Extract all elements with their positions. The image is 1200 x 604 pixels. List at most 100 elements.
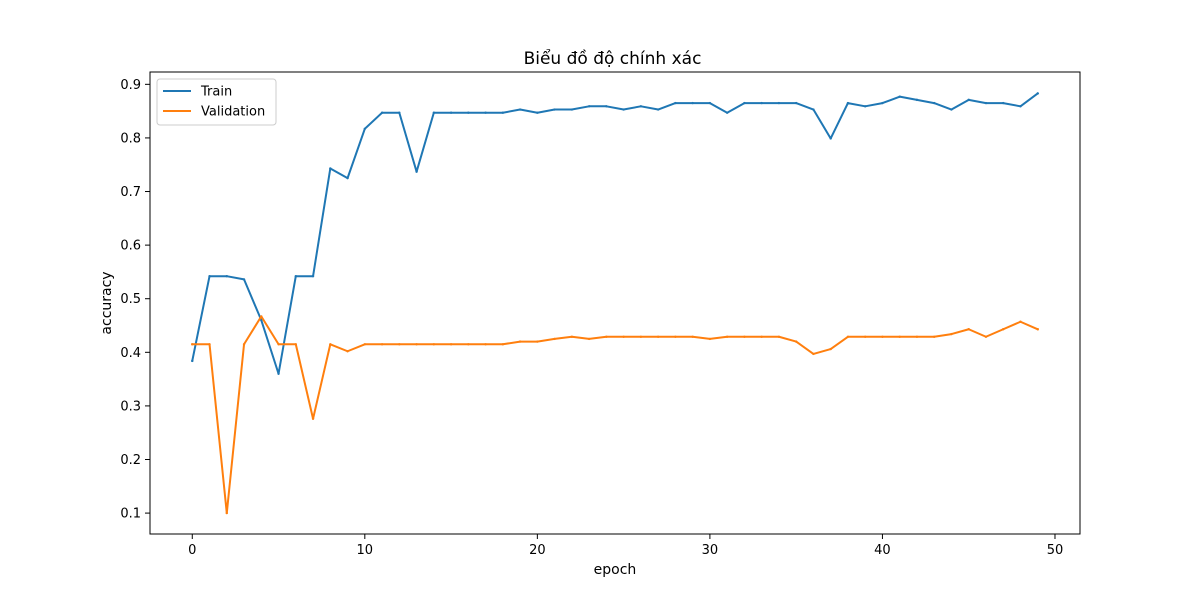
data-point-validation (743, 335, 746, 338)
axes: 0 10 20 30 40 50 0.1 0.2 0.3 0.4 0.5 0.6 0.7 0.8 0.9 (120, 71, 1081, 558)
x-tick-label: 50 (1047, 543, 1064, 558)
data-point-train (794, 101, 798, 105)
data-point-train (536, 111, 539, 114)
data-point-validation (691, 335, 694, 338)
data-point-validation (398, 343, 401, 346)
plot-area (191, 92, 1040, 515)
data-point-train (191, 359, 194, 363)
data-point-train (708, 101, 712, 105)
chart-title: Biểu đồ độ chính xác (524, 48, 702, 69)
data-point-validation (950, 332, 953, 336)
y-tick-label: 0.5 (120, 292, 141, 307)
data-point-train (1036, 92, 1039, 95)
series-line-validation (191, 315, 1040, 515)
data-point-validation (933, 335, 936, 338)
y-tick-label: 0.7 (120, 185, 141, 200)
data-point-validation (605, 335, 608, 338)
data-point-validation (708, 337, 712, 341)
data-point-validation (846, 335, 850, 338)
data-point-train (363, 127, 367, 131)
data-point-validation (1019, 320, 1022, 323)
data-point-train (691, 101, 694, 105)
data-point-train (432, 111, 436, 114)
data-point-train (415, 170, 418, 173)
legend: Train Validation (156, 78, 277, 126)
data-point-train (674, 101, 677, 105)
data-point-validation (311, 417, 315, 420)
data-point-train (915, 98, 919, 102)
data-point-train (518, 108, 522, 111)
data-point-train (449, 111, 453, 114)
data-point-train (329, 167, 332, 170)
data-point-train (725, 111, 729, 114)
data-point-validation (329, 343, 332, 346)
data-point-validation (639, 335, 643, 338)
data-point-validation (587, 337, 591, 341)
data-point-validation (208, 343, 211, 346)
data-point-validation (501, 343, 505, 346)
data-point-validation (484, 343, 487, 346)
data-point-validation (432, 343, 436, 346)
data-point-validation (415, 343, 418, 346)
data-point-validation (346, 350, 349, 353)
data-point-train (898, 95, 901, 98)
data-point-validation (760, 335, 763, 338)
data-point-validation (829, 347, 832, 351)
y-tick-label: 0.2 (120, 453, 141, 468)
data-point-validation (363, 343, 367, 346)
data-point-validation (570, 335, 574, 338)
data-point-validation (898, 335, 901, 338)
x-tick-label: 20 (529, 543, 546, 558)
data-point-train (605, 105, 608, 108)
data-point-validation (915, 335, 919, 338)
data-point-train (829, 137, 832, 140)
y-tick-label: 0.6 (120, 239, 141, 254)
data-point-validation (777, 335, 781, 338)
y-tick-label: 0.4 (120, 346, 141, 361)
data-point-train (467, 111, 470, 114)
data-point-validation (881, 335, 884, 338)
data-point-validation (242, 343, 246, 346)
data-point-validation (1036, 328, 1039, 331)
data-point-validation (674, 335, 677, 338)
data-point-train (639, 105, 643, 108)
data-point-train (380, 111, 384, 114)
data-point-train (950, 108, 953, 111)
x-tick-label: 30 (702, 543, 719, 558)
data-point-train (1019, 105, 1022, 108)
data-point-validation (294, 343, 297, 346)
x-tick-label: 40 (874, 543, 891, 558)
data-point-train (587, 105, 591, 108)
data-point-train (277, 372, 280, 375)
data-point-validation (553, 337, 556, 341)
data-point-validation (984, 335, 988, 338)
y-tick-label: 0.3 (120, 399, 141, 414)
data-point-train (743, 101, 746, 105)
data-point-train (570, 108, 574, 111)
x-axis-label: epoch (594, 562, 637, 578)
data-point-validation (622, 335, 625, 338)
data-point-train (398, 111, 401, 114)
data-point-train (242, 278, 246, 281)
data-point-validation (191, 343, 194, 346)
data-point-train (863, 105, 867, 108)
data-point-train (260, 318, 263, 322)
data-point-train (812, 108, 815, 111)
y-tick-label: 0.8 (120, 131, 141, 146)
data-point-validation (277, 343, 280, 346)
data-point-train (622, 108, 625, 111)
data-point-train (208, 275, 211, 278)
data-point-validation (812, 352, 815, 356)
data-point-validation (518, 340, 522, 343)
data-point-validation (260, 315, 263, 318)
y-axis-label: accuracy (99, 271, 115, 334)
series-line-train (191, 92, 1040, 375)
legend-label-validation: Validation (201, 105, 265, 120)
data-point-validation (863, 335, 867, 338)
data-point-validation (656, 335, 660, 338)
data-point-train (760, 101, 763, 105)
data-point-validation (467, 343, 470, 346)
data-point-validation (449, 343, 453, 346)
data-point-validation (380, 343, 384, 346)
